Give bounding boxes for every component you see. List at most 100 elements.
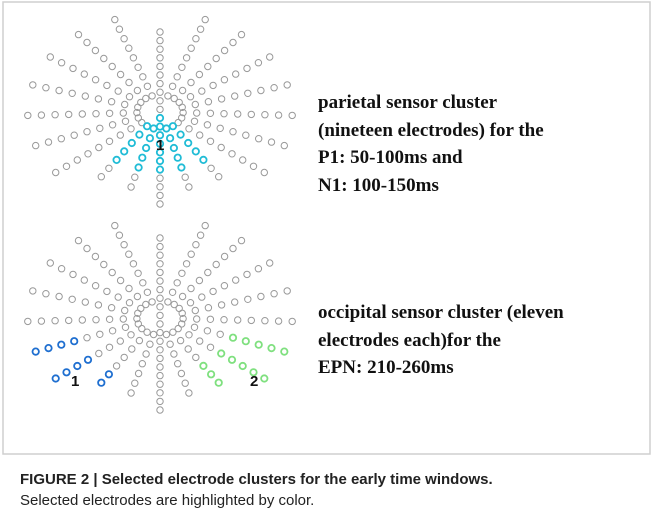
electrode (138, 360, 147, 368)
electrode (74, 236, 83, 245)
electrode (156, 337, 164, 345)
marker: 1 (71, 373, 79, 390)
electrode (190, 323, 199, 331)
electrode (29, 287, 37, 295)
electrode (51, 374, 60, 383)
electrode (228, 333, 238, 342)
electrode (134, 103, 142, 112)
electrode (178, 269, 186, 277)
electrode (164, 92, 172, 100)
electrode (94, 301, 103, 309)
electrode (191, 147, 200, 156)
electrode (125, 78, 133, 87)
electrode (182, 260, 191, 268)
electrode (220, 76, 229, 84)
electrode (156, 268, 164, 277)
electrode (133, 314, 141, 323)
electrode (185, 389, 193, 397)
electrode (37, 317, 46, 325)
description: electrodes each)for the (318, 330, 501, 351)
electrode (108, 327, 117, 335)
figure-frame (2, 1, 651, 455)
electrode (244, 89, 252, 98)
electrode (92, 110, 100, 118)
electrode (220, 316, 228, 324)
electrode (111, 221, 119, 230)
electrode (214, 378, 223, 387)
electrode (127, 138, 136, 148)
electrode (149, 124, 158, 133)
electrode (228, 150, 236, 158)
electrode (174, 360, 182, 368)
electrode (187, 284, 195, 293)
electrode (31, 347, 40, 356)
electrode (103, 287, 111, 296)
electrode (206, 109, 215, 118)
electrode (156, 234, 164, 242)
electrode (184, 345, 192, 353)
electrode (261, 111, 269, 119)
electrode (156, 200, 164, 208)
electrode (227, 355, 237, 364)
electrode (267, 138, 276, 146)
electrode (166, 340, 174, 348)
electrode (32, 141, 40, 150)
electrode (125, 93, 134, 101)
electrode (156, 174, 164, 182)
electrode (204, 98, 213, 106)
electrode (139, 279, 147, 287)
electrode (217, 301, 226, 309)
electrode (100, 54, 108, 63)
electrode (42, 84, 50, 92)
electrode (168, 122, 177, 131)
electrode (241, 337, 250, 346)
electrode (201, 15, 209, 24)
electrode (217, 143, 225, 152)
electrode (111, 15, 119, 24)
caption-text: Selected electrodes are highlighted by c… (20, 492, 314, 509)
electrode (142, 143, 151, 153)
electrode (162, 330, 171, 339)
electrode (237, 30, 246, 39)
electrode (156, 251, 164, 259)
electrode (155, 148, 165, 157)
electrode (192, 353, 200, 362)
electrode (176, 130, 185, 139)
electrode (247, 316, 256, 325)
electrode (156, 389, 164, 397)
electrode (156, 54, 164, 62)
description: P1: 50-100ms and (318, 147, 463, 168)
electrode (156, 97, 164, 105)
electrode (115, 231, 124, 239)
electrode (209, 287, 217, 296)
electrode (95, 143, 103, 152)
electrode (206, 315, 215, 323)
electrode (134, 309, 142, 317)
electrode (44, 343, 53, 353)
electrode (156, 406, 164, 414)
electrode (148, 92, 156, 100)
electrode (156, 28, 164, 36)
electrode (231, 298, 239, 306)
electrode (229, 38, 237, 47)
electrode (129, 260, 138, 268)
electrode (156, 88, 164, 96)
electrode (220, 110, 228, 118)
electrode (178, 86, 187, 95)
electrode (62, 162, 71, 171)
description: (nineteen electrodes) for the (318, 120, 544, 141)
electrode (234, 316, 242, 324)
electrode (156, 380, 164, 388)
electrode (156, 311, 164, 320)
electrode (207, 164, 215, 173)
electrode (187, 44, 195, 52)
electrode (134, 114, 143, 122)
electrode (193, 109, 201, 117)
description: N1: 100-150ms (318, 175, 439, 196)
electrode (125, 44, 133, 52)
electrode (156, 277, 164, 285)
electrode (174, 118, 182, 127)
electrode (116, 337, 125, 345)
electrode (198, 293, 206, 301)
